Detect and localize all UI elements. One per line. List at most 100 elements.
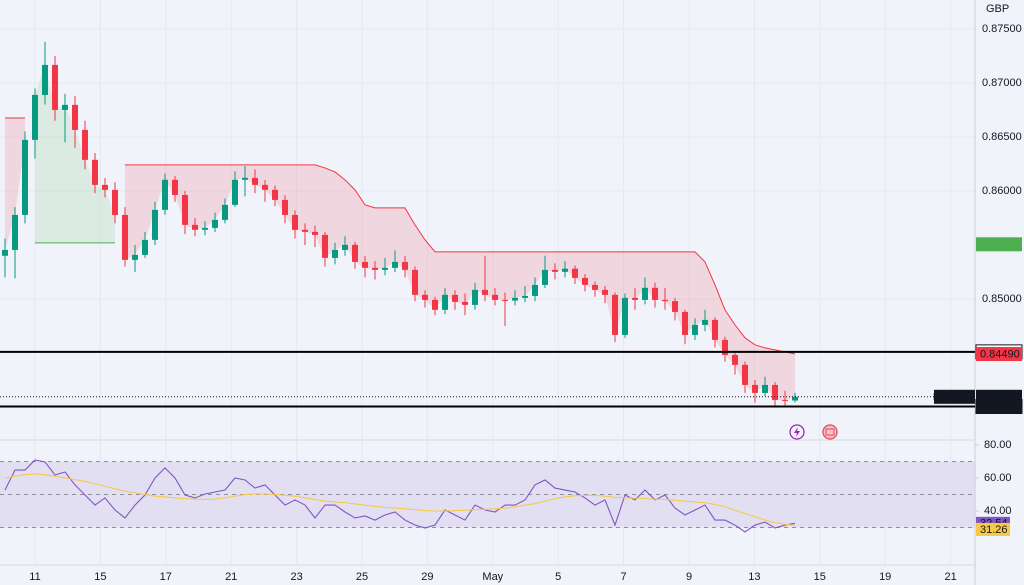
candle-body <box>122 214 128 260</box>
candle-body <box>442 294 448 310</box>
event-icon[interactable] <box>822 424 838 440</box>
candle-body <box>102 184 108 190</box>
candle-body <box>532 284 538 296</box>
candle-body <box>12 214 18 250</box>
candle-body <box>502 299 508 301</box>
x-tick-label: 5 <box>555 571 561 583</box>
x-tick-label: 17 <box>160 571 172 583</box>
candle-body <box>362 261 368 268</box>
candle-body <box>62 104 68 110</box>
candle-body <box>162 179 168 210</box>
candle-body <box>712 319 718 340</box>
candle-body <box>312 231 318 235</box>
candle-body <box>42 64 48 95</box>
candle-body <box>462 301 468 305</box>
candle-body <box>642 287 648 300</box>
x-tick-label: 9 <box>686 571 692 583</box>
price-label: 0.84490 <box>980 348 1020 360</box>
candle-body <box>412 269 418 295</box>
candle-body <box>492 294 498 300</box>
candle-body <box>692 324 698 335</box>
candle-body <box>702 319 708 325</box>
candle-body <box>22 139 28 215</box>
candle-body <box>132 254 138 260</box>
candle-body <box>792 396 798 401</box>
candle-body <box>2 249 8 256</box>
candle-body <box>512 297 518 301</box>
symbol-label: EURGBP <box>933 392 976 403</box>
candle-body <box>292 214 298 230</box>
candle-body <box>652 287 658 300</box>
candle-body <box>192 224 198 230</box>
candle-body <box>422 294 428 300</box>
y-tick-label: 60.00 <box>984 472 1012 484</box>
x-tick-label: 21 <box>944 571 956 583</box>
candle-body <box>622 297 628 335</box>
x-tick-label: 23 <box>290 571 302 583</box>
x-tick-label: 29 <box>421 571 433 583</box>
candle-body <box>752 384 758 393</box>
last-price-bg <box>976 389 1022 412</box>
candle-body <box>332 249 338 258</box>
candle-body <box>252 177 258 185</box>
last-price-label: 0.84094 <box>980 391 1020 403</box>
candle-body <box>52 64 58 110</box>
candle-body <box>742 364 748 385</box>
symbol-bg <box>934 389 975 404</box>
candle-body <box>542 269 548 285</box>
candle-body <box>592 284 598 290</box>
y-tick-label: 0.86500 <box>982 131 1022 143</box>
candle-body <box>452 294 458 302</box>
candle-body <box>182 194 188 225</box>
candle-body <box>562 268 568 272</box>
candle-body <box>722 339 728 355</box>
price-marker <box>976 347 1022 362</box>
candle-body <box>472 289 478 305</box>
candle-body <box>262 184 268 190</box>
rsi-line <box>4 473 796 526</box>
candle-body <box>302 229 308 232</box>
candle-body <box>72 104 78 130</box>
x-tick-label: 7 <box>621 571 627 583</box>
candle-body <box>782 399 788 401</box>
candle-body <box>632 297 638 300</box>
x-tick-label: 19 <box>879 571 891 583</box>
candle-body <box>32 94 38 140</box>
value-label-bg <box>976 522 1010 536</box>
candle-body <box>662 299 668 302</box>
candle-body <box>762 384 768 393</box>
y-tick-label: 0.85000 <box>982 293 1022 305</box>
price-marker <box>976 237 1022 252</box>
candle-body <box>152 209 158 240</box>
x-tick-label: 15 <box>94 571 106 583</box>
candle-body <box>382 267 388 270</box>
y-tick-label: 0.87000 <box>982 77 1022 89</box>
y-tick-label: 0.87500 <box>982 23 1022 35</box>
y-tick-label: 0.86000 <box>982 185 1022 197</box>
candle-body <box>372 267 378 270</box>
plot-layer <box>0 0 975 565</box>
candle-body <box>522 295 528 298</box>
alert-icon[interactable] <box>789 424 805 440</box>
candle-body <box>732 354 738 365</box>
candle-body <box>682 311 688 335</box>
rsi-line <box>4 459 796 533</box>
candle-body <box>352 244 358 262</box>
candle-body <box>172 179 178 195</box>
candle-body <box>392 261 398 268</box>
candle-body <box>322 234 328 258</box>
currency-label: GBP <box>986 3 1009 15</box>
candle-body <box>432 299 438 310</box>
candle-body <box>92 159 98 185</box>
supertrend-fill <box>5 117 25 250</box>
candle-body <box>482 289 488 295</box>
candle-body <box>112 189 118 215</box>
x-tick-label: 15 <box>814 571 826 583</box>
x-tick-label: May <box>482 571 503 583</box>
x-tick-label: 11 <box>29 571 40 583</box>
countdown-label: 03:37:36 <box>980 401 1019 412</box>
candle-body <box>552 269 558 272</box>
y-tick-label: 80.00 <box>984 439 1012 451</box>
y-tick-label: 40.00 <box>984 505 1012 517</box>
candle-body <box>282 199 288 215</box>
